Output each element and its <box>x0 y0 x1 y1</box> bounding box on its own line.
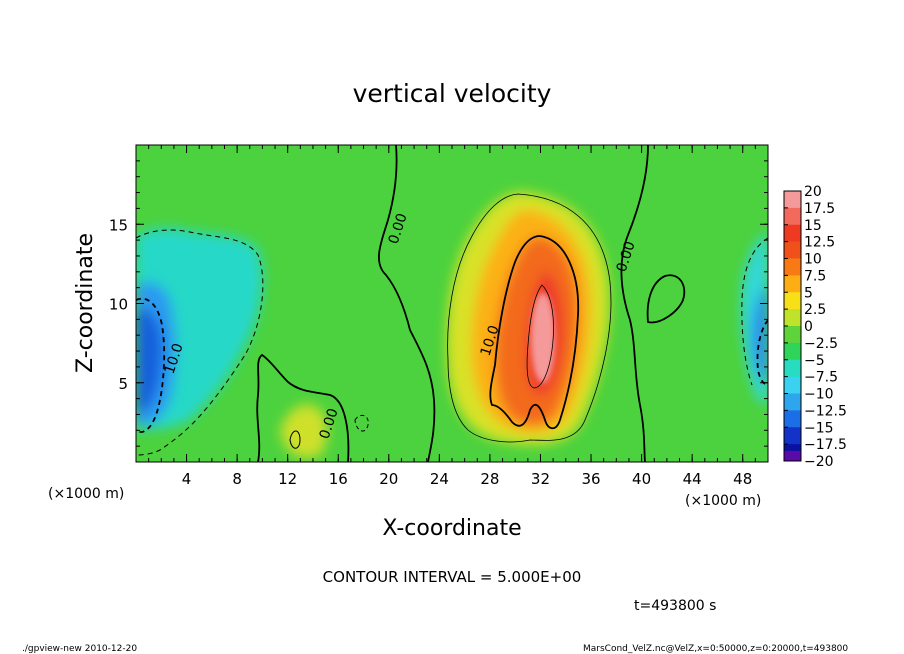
colorbar-segment <box>784 410 801 428</box>
contour-neg10-right <box>756 319 768 386</box>
x-unit-label: (×1000 m) <box>685 493 761 509</box>
footer-right: MarsCond_VelZ.nc@VelZ,x=0:50000,z=0:2000… <box>583 644 848 654</box>
x-tick-label: 36 <box>581 470 600 488</box>
colorbar-label: 0 <box>804 319 813 335</box>
downdraft-peak-left <box>136 308 163 413</box>
contour-15-updraft <box>526 284 554 389</box>
contour-neg5-left <box>136 229 264 456</box>
x-tick-label: 32 <box>531 470 550 488</box>
footer-left: ./gpview-new 2010-12-20 <box>22 644 137 654</box>
y-unit-label: (×1000 m) <box>48 486 124 502</box>
colorbar-label: 17.5 <box>804 201 835 217</box>
x-tick-label: 8 <box>232 470 242 488</box>
colorbar-label: 10 <box>804 252 822 268</box>
y-tick-label: 10 <box>109 296 128 314</box>
contour-10-updraft <box>489 235 580 430</box>
colorbar-label: −20 <box>804 454 834 470</box>
contour-zero-loop <box>646 274 686 324</box>
time-label: t=493800 s <box>634 598 716 614</box>
x-tick-label: 48 <box>733 470 752 488</box>
colorbar-segment <box>784 275 801 293</box>
colorbar-label: −5 <box>804 353 825 369</box>
contour-5-updraft <box>447 193 612 443</box>
y-tick-label: 5 <box>118 375 128 393</box>
colorbar-label: 7.5 <box>804 268 826 284</box>
colorbar-segment <box>784 359 801 378</box>
colorbar-segment <box>784 258 801 276</box>
downdraft-core-right <box>751 285 768 385</box>
y-axis: 5 10 15 <box>109 144 768 463</box>
chart-title: vertical velocity <box>353 79 552 108</box>
x-tick-label: 24 <box>430 470 449 488</box>
x-tick-label: 12 <box>278 470 297 488</box>
colorbar-label: 20 <box>804 184 822 200</box>
colorbar-label: 5 <box>804 285 813 301</box>
x-tick-label: 20 <box>379 470 398 488</box>
colorbar-label: −15 <box>804 420 834 436</box>
colorbar-label: 12.5 <box>804 235 835 251</box>
contour-zero-mid <box>378 145 436 462</box>
colorbar-label: −10 <box>804 387 834 403</box>
colorbar-label: −12.5 <box>804 403 847 419</box>
x-tick-label: 28 <box>480 470 499 488</box>
contour-small-loop-1 <box>354 414 369 432</box>
y-axis-label: Z-coordinate <box>73 233 98 373</box>
plot-area: 0.00 0.00 0.00 10.0 10.0 <box>136 145 768 462</box>
x-tick-label: 44 <box>683 470 702 488</box>
updraft-lower-patch <box>280 404 328 459</box>
contour-neg10-left <box>136 297 166 433</box>
updraft-peak <box>531 293 555 383</box>
y-tick-label: 15 <box>109 216 128 234</box>
x-axis: 4 8 12 16 20 24 28 32 36 40 44 48 <box>135 145 769 488</box>
colorbar-segment <box>784 393 801 411</box>
contours <box>136 145 768 462</box>
contour-zero-right <box>620 145 649 462</box>
colorbar-segment <box>784 207 801 226</box>
colorbar-label: −17.5 <box>804 437 847 453</box>
colorbar-label: −7.5 <box>804 370 838 386</box>
x-tick-label: 4 <box>182 470 192 488</box>
colorbar-segment <box>784 326 801 344</box>
x-axis-label: X-coordinate <box>382 516 521 541</box>
contour-neg5-right <box>741 237 768 386</box>
colorbar-label: 2.5 <box>804 302 826 318</box>
x-tick-label: 16 <box>329 470 348 488</box>
colorbar-label: −2.5 <box>804 336 838 352</box>
colorbar-segment <box>784 191 801 209</box>
colorbar-segment <box>784 427 801 445</box>
colorbar-segment <box>784 309 801 327</box>
colorbar-segment <box>784 342 801 361</box>
colorbar-segment <box>784 376 801 394</box>
colorbar-segment <box>784 450 801 461</box>
colorbar-segment <box>784 224 801 243</box>
colorbar: 2017.51512.5107.552.50−2.5−5−7.5−10−12.5… <box>783 184 847 470</box>
colorbar-segment <box>784 292 801 310</box>
contour-zero-left <box>256 353 350 462</box>
x-tick-label: 40 <box>632 470 651 488</box>
contour-small-loop-2 <box>289 430 301 449</box>
colorbar-segment <box>784 241 801 259</box>
contour-interval: CONTOUR INTERVAL = 5.000E+00 <box>323 568 582 586</box>
colorbar-label: 15 <box>804 218 822 234</box>
